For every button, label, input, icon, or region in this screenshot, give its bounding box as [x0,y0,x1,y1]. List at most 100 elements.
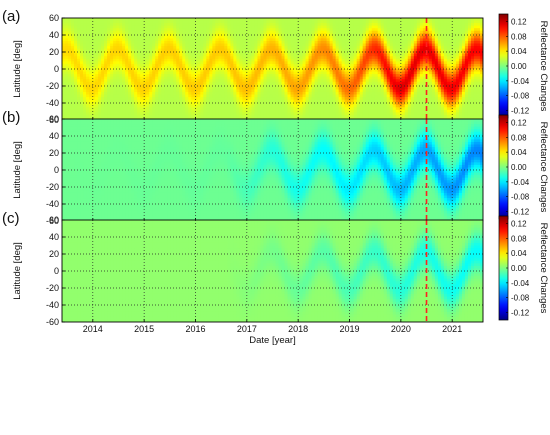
heatmap-cell [209,107,213,111]
heatmap-cell [191,97,195,101]
heatmap-cell [359,46,364,50]
heatmap-cell [263,94,268,98]
heatmap-cell [383,76,388,80]
heatmap-cell [116,51,120,55]
heatmap-cell [419,56,424,60]
heatmap-cell [128,38,132,42]
heatmap-cell [410,112,415,116]
heatmap-cell [341,102,346,106]
heatmap-cell [158,69,162,73]
heatmap-cell [173,28,177,32]
heatmap-cell [104,79,108,83]
heatmap-cell [245,109,250,113]
heatmap-cell [404,81,409,85]
heatmap-cell [107,109,111,113]
heatmap-cell [290,38,295,42]
heatmap-cell [176,51,180,55]
heatmap-cell [224,74,228,78]
heatmap-cell [356,48,361,52]
heatmap-cell [395,81,400,85]
heatmap-cell [149,84,153,88]
heatmap-cell [71,71,75,75]
heatmap-cell [80,81,84,85]
heatmap-cell [131,74,135,78]
heatmap-cell [110,84,114,88]
heatmap-cell [182,66,186,70]
heatmap-cell [407,35,412,39]
heatmap-cell [341,56,346,60]
heatmap-cell [173,38,177,42]
heatmap-cell [314,66,319,70]
heatmap-cell [110,102,114,106]
heatmap-cell [287,51,292,55]
heatmap-cell [290,56,295,60]
heatmap-cell [197,33,201,37]
heatmap-cell [182,86,186,90]
heatmap-cell [92,86,96,90]
heatmap-cell [422,99,427,103]
heatmap-cell [413,53,418,57]
heatmap-cell [410,71,415,75]
heatmap-cell [371,35,376,39]
heatmap-cell [398,112,403,116]
heatmap-cell [212,58,216,62]
heatmap-cell [119,35,123,39]
heatmap-cell [77,91,81,96]
heatmap-cell [62,23,66,27]
heatmap-cell [131,76,135,80]
heatmap-cell [62,109,66,113]
heatmap-cell [416,79,421,83]
heatmap-cell [398,69,403,73]
heatmap-cell [155,23,159,27]
heatmap-cell [188,38,192,42]
heatmap-cell [299,61,304,65]
heatmap-cell [320,91,325,96]
heatmap-cell [203,112,207,116]
heatmap-cell [146,76,150,80]
heatmap-cell [425,48,430,52]
heatmap-cell [290,102,295,106]
heatmap-cell [140,84,144,88]
heatmap-cell [335,91,340,96]
heatmap-cell [299,20,304,24]
heatmap-cell [326,69,331,73]
heatmap-cell [371,63,376,68]
heatmap-cell [143,69,147,73]
heatmap-cell [239,84,244,88]
heatmap-cell [113,91,117,96]
heatmap-cell [77,38,81,42]
heatmap-cell [68,86,72,90]
heatmap-cell [176,46,180,50]
heatmap-cell [254,40,259,45]
heatmap-cell [209,25,213,29]
heatmap-cell [371,84,376,88]
heatmap-cell [71,58,75,62]
heatmap-cell [119,81,123,85]
heatmap-cell [287,107,292,111]
heatmap-cell [251,81,256,85]
heatmap-cell [86,114,90,119]
heatmap-cell [281,91,286,96]
heatmap-cell [416,61,421,65]
heatmap-cell [362,48,367,52]
heatmap-cell [197,102,201,106]
heatmap-cell [305,81,310,85]
heatmap-cell [125,89,129,93]
heatmap-cell [107,46,111,50]
heatmap-cell [290,104,295,108]
heatmap-cell [344,107,349,111]
heatmap-cell [290,94,295,98]
heatmap-cell [380,109,385,113]
heatmap-cell [386,53,391,57]
heatmap-cell [137,97,141,101]
heatmap-cell [383,94,388,98]
heatmap-cell [335,48,340,52]
heatmap-cell [422,109,427,113]
heatmap-cell [326,102,331,106]
heatmap-cell [359,109,364,113]
heatmap-cell [200,104,204,108]
heatmap-cell [137,84,141,88]
heatmap-cell [149,94,153,98]
heatmap-cell [254,84,259,88]
heatmap-cell [242,74,247,78]
